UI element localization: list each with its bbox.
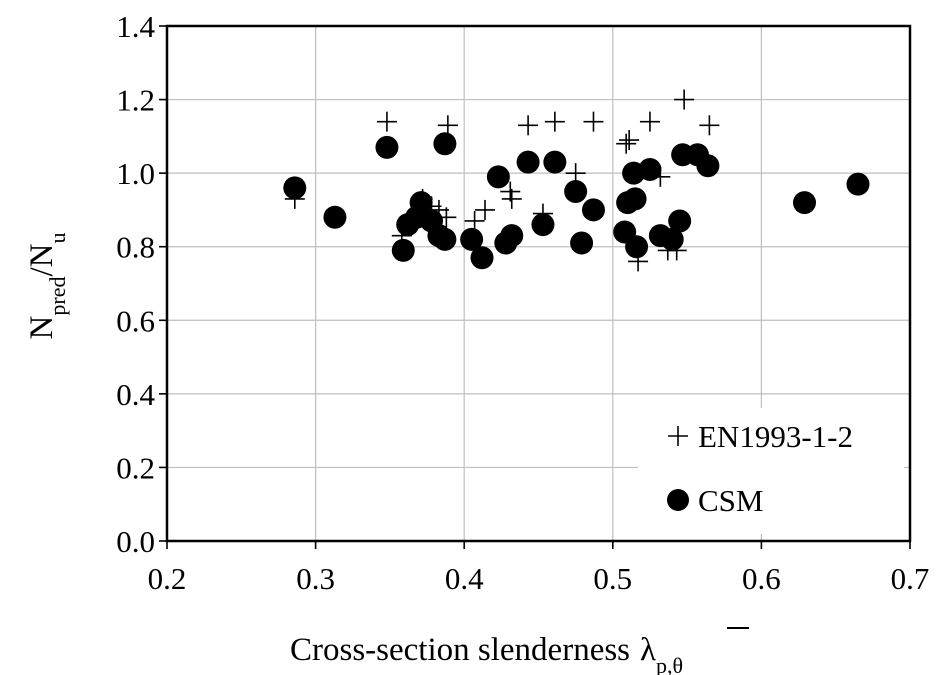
y-tick-label: 0.4 bbox=[116, 377, 155, 412]
en1993-point bbox=[518, 115, 539, 136]
csm-point bbox=[323, 205, 347, 229]
y-tick-label: 1.0 bbox=[116, 156, 155, 191]
csm-point bbox=[500, 224, 524, 248]
x-tick-labels: 0.2 0.3 0.4 0.5 0.6 0.7 bbox=[148, 561, 930, 596]
csm-point bbox=[570, 231, 594, 255]
csm-point bbox=[460, 227, 484, 251]
x-tick-label: 0.6 bbox=[742, 561, 781, 596]
csm-point bbox=[375, 135, 399, 159]
series-csm-marks bbox=[283, 132, 870, 270]
en1993-point bbox=[639, 111, 660, 132]
csm-point bbox=[433, 132, 457, 156]
y-tick-label: 0.0 bbox=[116, 524, 155, 559]
csm-point bbox=[516, 150, 540, 174]
csm-point bbox=[638, 157, 662, 181]
csm-point bbox=[486, 165, 510, 189]
csm-point bbox=[543, 150, 567, 174]
csm-point bbox=[391, 238, 415, 262]
legend-label-en1993: EN1993-1-2 bbox=[698, 419, 853, 454]
csm-point bbox=[660, 227, 684, 251]
en1993-point bbox=[699, 115, 720, 136]
en1993-point bbox=[674, 89, 695, 110]
csm-point bbox=[409, 191, 433, 215]
en1993-point bbox=[464, 210, 485, 231]
en1993-point bbox=[376, 111, 397, 132]
csm-point bbox=[668, 209, 692, 233]
legend-label-csm: CSM bbox=[698, 483, 763, 518]
en1993-point bbox=[583, 111, 604, 132]
x-tick-label: 0.2 bbox=[148, 561, 187, 596]
y-tick-label: 0.8 bbox=[116, 230, 155, 265]
csm-point bbox=[470, 246, 494, 270]
x-axis-title: Cross-section slenderness λp,θ bbox=[290, 632, 683, 675]
x-tick-label: 0.7 bbox=[891, 561, 930, 596]
legend-background bbox=[638, 408, 904, 534]
csm-point bbox=[696, 154, 720, 178]
legend-plus-glyph bbox=[668, 426, 688, 446]
csm-point bbox=[531, 213, 555, 237]
y-axis-title: Npred/Nu bbox=[24, 233, 70, 340]
x-tick-label: 0.3 bbox=[296, 561, 335, 596]
csm-point bbox=[433, 227, 457, 251]
en1993-point bbox=[501, 188, 522, 209]
csm-point bbox=[792, 191, 816, 215]
en1993-point bbox=[619, 130, 640, 151]
grid-lines bbox=[167, 26, 910, 541]
x-tick-label: 0.4 bbox=[445, 561, 484, 596]
axis-ticks bbox=[159, 25, 911, 549]
csm-point bbox=[283, 176, 307, 200]
csm-point bbox=[623, 187, 647, 211]
csm-point bbox=[581, 198, 605, 222]
csm-point bbox=[564, 180, 588, 204]
y-tick-label: 0.6 bbox=[116, 303, 155, 338]
en1993-point bbox=[437, 115, 458, 136]
y-tick-labels: 0.0 0.2 0.4 0.6 0.8 1.0 1.2 1.4 bbox=[116, 9, 155, 559]
plot-frame bbox=[165, 24, 912, 543]
en1993-point bbox=[544, 111, 565, 132]
csm-point bbox=[846, 172, 870, 196]
y-tick-label: 1.4 bbox=[116, 9, 155, 44]
y-tick-label: 1.2 bbox=[116, 83, 155, 118]
csm-point bbox=[625, 235, 649, 259]
en1993-point bbox=[475, 199, 496, 220]
en1993-point bbox=[565, 163, 586, 184]
x-tick-label: 0.5 bbox=[593, 561, 632, 596]
legend: EN1993-1-2 CSM bbox=[638, 408, 904, 534]
x-axis-symbol: λ bbox=[640, 632, 656, 668]
en1993-point bbox=[616, 133, 637, 154]
y-tick-label: 0.2 bbox=[116, 450, 155, 485]
legend-marker-csm bbox=[667, 489, 689, 511]
legend-marker-en1993 bbox=[668, 426, 688, 446]
